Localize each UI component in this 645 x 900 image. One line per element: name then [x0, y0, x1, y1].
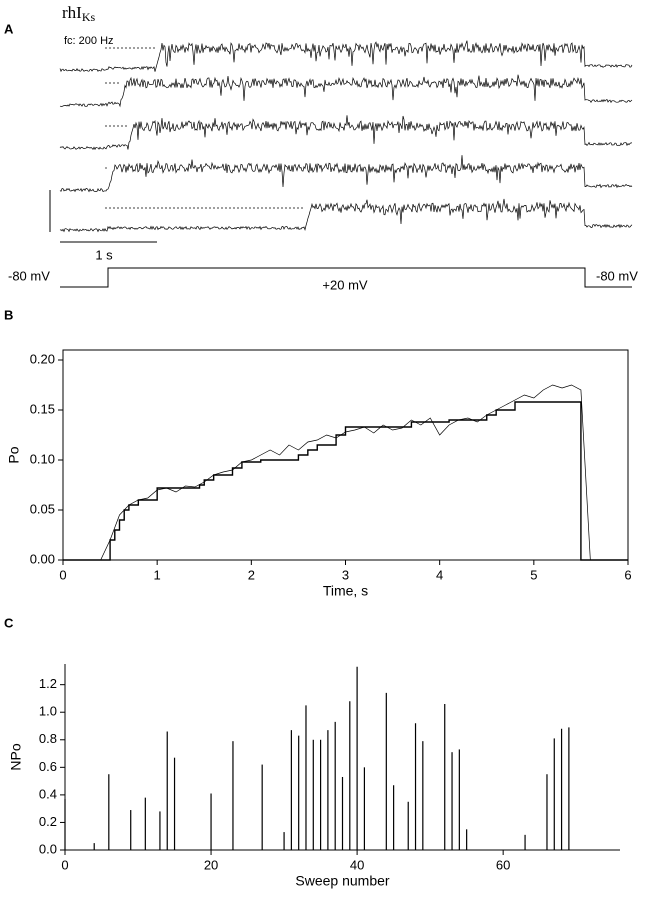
voltage-label: -80 mV [8, 268, 50, 283]
y-tick-label: 0.05 [30, 501, 55, 516]
current-traces [59, 40, 633, 233]
x-tick-label: 20 [204, 857, 218, 872]
panel-label: A [4, 21, 14, 36]
x-tick-label: 0 [61, 857, 68, 872]
x-tick-label: 0 [59, 567, 66, 582]
fit-line [63, 401, 628, 561]
y-tick-label: 0.00 [30, 551, 55, 566]
y-tick-label: 0.4 [39, 786, 57, 801]
filter-label: fc: 200 Hz [64, 35, 114, 47]
x-axis-label: Time, s [323, 583, 368, 599]
title-subscript: Ks [82, 10, 96, 24]
voltage-label: +20 mV [322, 277, 367, 292]
x-tick-label: 5 [530, 567, 537, 582]
y-tick-label: 0.15 [30, 401, 55, 416]
y-tick-label: 0.2 [39, 814, 57, 829]
po-trace [63, 384, 628, 561]
plot-frame [62, 349, 629, 561]
y-tick-label: 1.0 [39, 704, 57, 719]
current-trace [59, 74, 633, 108]
current-trace [59, 115, 632, 151]
figure-title: rhIKs [62, 3, 95, 24]
x-tick-label: 6 [624, 567, 631, 582]
current-trace [59, 40, 633, 73]
x-axis-label: Sweep number [295, 873, 390, 889]
x-tick-label: 4 [436, 567, 443, 582]
y-tick-label: 0.20 [30, 351, 55, 366]
x-tick-label: 40 [350, 857, 364, 872]
time-scale-label: 1 s [95, 247, 113, 262]
y-axis-label: NPo [8, 743, 24, 770]
x-tick-label: 2 [248, 567, 255, 582]
y-tick-label: 0.0 [39, 841, 57, 856]
title-main: rhI [62, 3, 82, 22]
y-tick-label: 0.8 [39, 731, 57, 746]
panel-label: B [4, 307, 13, 322]
current-trace [59, 198, 633, 233]
current-trace [59, 155, 633, 193]
x-tick-label: 1 [154, 567, 161, 582]
y-axis-label: Po [6, 446, 22, 463]
y-tick-label: 0.10 [30, 451, 55, 466]
y-tick-label: 0.6 [39, 759, 57, 774]
voltage-protocol [60, 267, 632, 288]
y-tick-label: 1.2 [39, 676, 57, 691]
voltage-label: -80 mV [596, 268, 638, 283]
x-tick-label: 3 [342, 567, 349, 582]
panel-label: C [4, 615, 14, 630]
x-tick-label: 60 [496, 857, 510, 872]
